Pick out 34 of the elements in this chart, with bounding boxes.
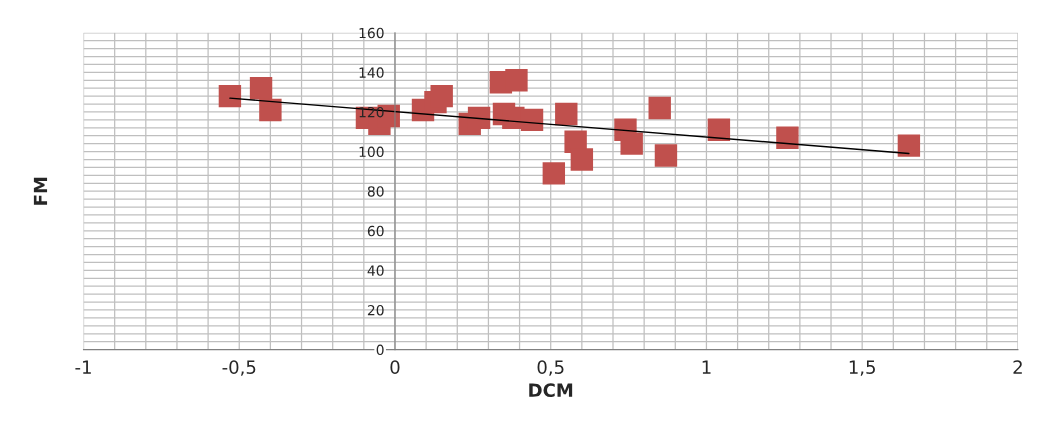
y-tick-label: 60 xyxy=(367,225,384,237)
x-tick-label: 0 xyxy=(390,360,400,374)
x-tick-label: 0,5 xyxy=(537,360,564,376)
point xyxy=(648,96,671,120)
point xyxy=(654,144,678,167)
point xyxy=(542,162,566,185)
x-axis-title: DCM xyxy=(529,383,573,398)
point xyxy=(555,102,578,126)
y-tick-label: 20 xyxy=(367,304,384,316)
point xyxy=(620,132,643,155)
point xyxy=(505,69,528,92)
point xyxy=(897,134,921,157)
x-tick-label: 1 xyxy=(702,360,711,374)
point xyxy=(218,84,242,108)
y-tick-label: 120 xyxy=(359,106,384,118)
y-tick-label: 40 xyxy=(367,265,384,276)
point xyxy=(570,148,594,171)
point xyxy=(776,126,799,149)
y-tick-label: 0 xyxy=(376,344,384,356)
y-tick-label: 100 xyxy=(359,146,384,158)
point xyxy=(520,108,544,132)
y-tick-label: 160 xyxy=(359,27,384,39)
y-tick-label: 80 xyxy=(367,186,384,197)
x-tick-label: -0,5 xyxy=(222,360,256,376)
y-axis-title: FM xyxy=(33,177,48,205)
point xyxy=(249,77,273,100)
y-tick-label: 140 xyxy=(359,67,384,78)
point xyxy=(430,84,453,108)
point xyxy=(259,98,282,122)
x-tick-label: 1,5 xyxy=(849,360,875,376)
x-tick-label: 2 xyxy=(1013,360,1022,374)
point xyxy=(707,118,731,141)
x-tick-label: -1 xyxy=(75,360,91,374)
point xyxy=(467,106,491,130)
